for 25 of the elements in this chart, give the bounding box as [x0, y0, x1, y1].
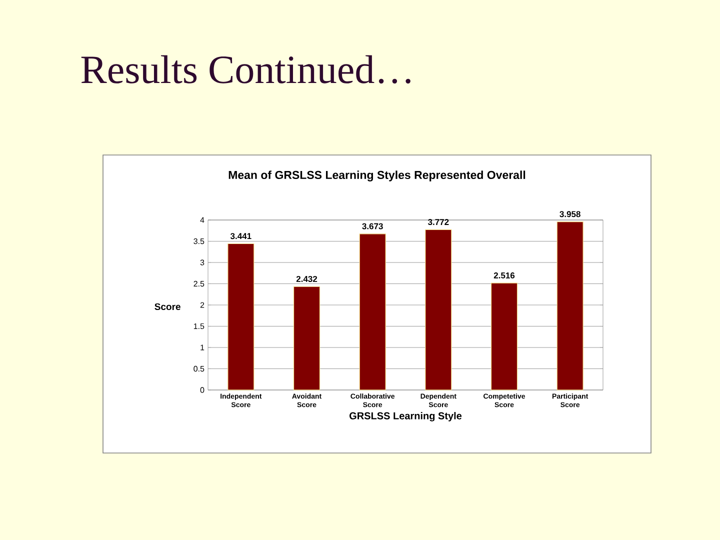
x-axis-title: GRSLSS Learning Style	[350, 412, 462, 422]
data-label: 2.432	[296, 276, 318, 282]
y-tick-label: 0.5	[194, 366, 204, 372]
bar	[490, 282, 518, 390]
y-tick-label: 1.5	[194, 323, 204, 330]
y-tick-label: 1	[200, 344, 204, 350]
y-tick-label: 2	[200, 302, 204, 308]
bar	[293, 286, 320, 390]
y-tick-label: 4	[200, 217, 204, 223]
y-tick-label: 3	[200, 260, 204, 266]
data-label: 3.772	[428, 219, 449, 226]
chart-title: Results Continued…	[81, 55, 410, 84]
bar	[556, 221, 584, 390]
bar	[228, 243, 254, 390]
data-label: 3.958	[560, 211, 580, 218]
y-tick-label: 3.5	[194, 238, 204, 244]
chart-subtitle: Mean of GRSLSS Learning Styles Represented Overall	[228, 170, 526, 182]
bar	[425, 229, 452, 390]
y-tick-label: 2.5	[194, 280, 204, 287]
y-tick-label: 0	[200, 387, 204, 393]
data-label: 2.516	[494, 272, 515, 278]
data-label: 3.673	[362, 223, 383, 230]
data-label: 3.441	[230, 233, 252, 240]
y-axis-title: Score	[154, 303, 180, 310]
bar	[359, 234, 386, 390]
